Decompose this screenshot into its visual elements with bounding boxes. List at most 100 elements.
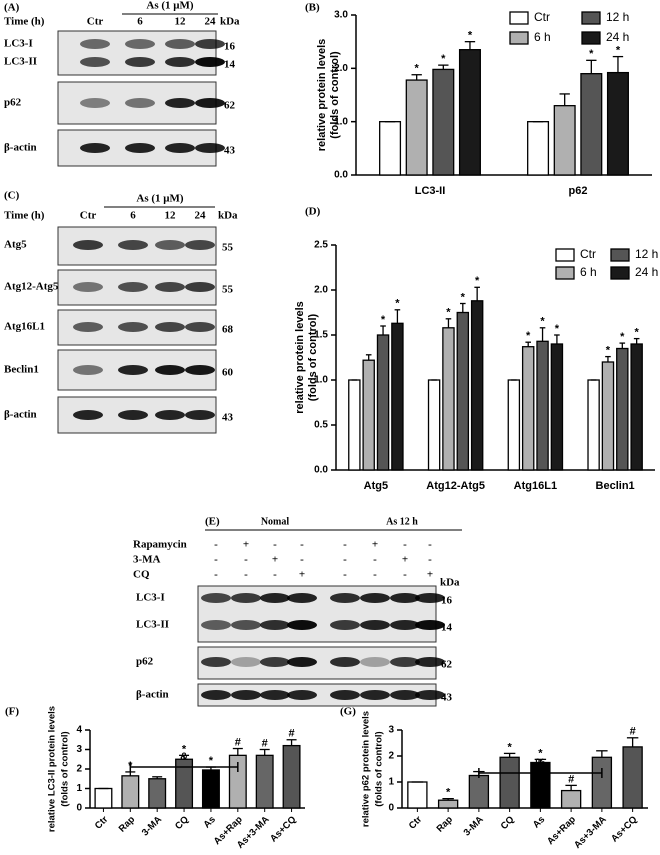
lane-label: 6 — [137, 16, 143, 28]
y-tick-label: 1.5 — [314, 330, 328, 341]
bar — [468, 774, 490, 809]
blot-band — [390, 593, 420, 603]
blot-band — [185, 282, 215, 292]
blot-band — [195, 98, 225, 108]
kda-value: 62 — [441, 659, 453, 671]
bracket-label: & — [180, 751, 188, 763]
blot-band — [185, 322, 215, 332]
significance-label: * — [209, 755, 214, 767]
significance-label: * — [538, 747, 543, 759]
blot-band — [73, 365, 103, 375]
y-axis-label: (folds of control) — [329, 51, 341, 139]
kda-value: 55 — [222, 242, 234, 254]
protein-label: LC3-II — [136, 619, 169, 631]
legend-label: 24 h — [635, 265, 658, 279]
bar — [255, 754, 274, 809]
legend-label: 12 h — [635, 247, 658, 261]
treatment-label: As (1 μM) — [136, 193, 184, 205]
panel-label: (B) — [305, 2, 320, 14]
condition-sign: - — [373, 569, 377, 581]
blot-band — [415, 657, 445, 667]
kda-value: 68 — [222, 324, 234, 336]
bar — [282, 744, 301, 809]
protein-label: LC3-I — [4, 38, 33, 50]
x-tick-label: 3-MA — [462, 814, 486, 838]
legend-swatch — [555, 248, 575, 262]
blot-band — [415, 620, 445, 630]
significance-label: # — [289, 728, 295, 740]
blot-band — [125, 143, 155, 153]
x-tick-label: Ctr — [93, 814, 111, 832]
condition-sign: - — [343, 569, 347, 581]
condition-sign: - — [244, 554, 248, 566]
y-tick-label: 1.0 — [314, 375, 328, 386]
significance-label: * — [441, 53, 446, 65]
blot-band — [330, 593, 360, 603]
blot-band — [118, 322, 148, 332]
significance-label: * — [415, 63, 420, 75]
x-tick-label: Rap — [117, 814, 138, 835]
kda-value: 43 — [222, 412, 234, 424]
y-tick-label: 0.0 — [314, 465, 328, 476]
lane-label: 24 — [205, 16, 217, 28]
legend-swatch — [509, 11, 529, 25]
bar — [458, 49, 481, 176]
x-tick-label: Atg16L1 — [514, 480, 557, 492]
panel-label: (F) — [5, 706, 19, 718]
condition-sign: - — [273, 539, 277, 551]
x-tick-label: LC3-II — [415, 185, 446, 197]
y-tick-label: 0 — [388, 803, 394, 814]
kda-label: kDa — [220, 16, 240, 28]
bar — [432, 68, 455, 176]
condition-sign: - — [300, 554, 304, 566]
blot-band — [201, 593, 231, 603]
lane-label: Ctr — [80, 210, 97, 222]
kda-value: 14 — [224, 59, 236, 71]
bar — [427, 379, 441, 471]
protein-label: β-actin — [4, 409, 37, 421]
blot-band — [80, 39, 110, 49]
blot-band — [165, 143, 195, 153]
bar — [148, 778, 167, 809]
blot-band — [118, 240, 148, 250]
kda-label: kDa — [218, 210, 238, 222]
bar — [201, 769, 220, 809]
lane-label: 12 — [175, 16, 187, 28]
blot-band — [390, 657, 420, 667]
y-tick-label: 0.5 — [314, 420, 328, 431]
condition-sign: + — [272, 554, 278, 566]
kda-value: 14 — [441, 622, 453, 634]
legend-swatch — [610, 266, 630, 280]
blot-band — [185, 240, 215, 250]
significance-label: * — [507, 741, 512, 753]
condition-label: CQ — [133, 569, 150, 581]
condition-label: 3-MA — [133, 554, 161, 566]
y-axis-label: relative protein levels — [294, 301, 306, 414]
y-tick-label: 2 — [388, 751, 394, 762]
blot-band — [360, 690, 390, 700]
x-tick-label: As+CQ — [268, 814, 298, 844]
blot-band — [390, 620, 420, 630]
blot-band — [125, 98, 155, 108]
significance-label: * — [606, 345, 611, 357]
legend-label: 12 h — [606, 10, 629, 24]
y-tick-label: 1 — [388, 777, 394, 788]
bar — [94, 787, 113, 809]
y-tick-label: 4 — [76, 725, 82, 736]
bar — [456, 311, 470, 471]
y-tick-label: 1 — [76, 783, 82, 794]
bar — [530, 761, 551, 809]
bar — [362, 359, 375, 471]
bar — [405, 79, 428, 176]
bar — [553, 105, 576, 176]
legend-label: Ctr — [534, 10, 550, 24]
kda-value: 62 — [224, 100, 236, 112]
condition-sign: - — [343, 554, 347, 566]
x-tick-label: CQ — [499, 814, 517, 832]
panel-label: (A) — [4, 2, 20, 14]
blot-band — [201, 657, 231, 667]
legend-swatch — [610, 248, 630, 262]
condition-sign: - — [428, 554, 432, 566]
legend-label: 6 h — [534, 30, 551, 44]
x-tick-label: As+3-MA — [572, 814, 609, 851]
